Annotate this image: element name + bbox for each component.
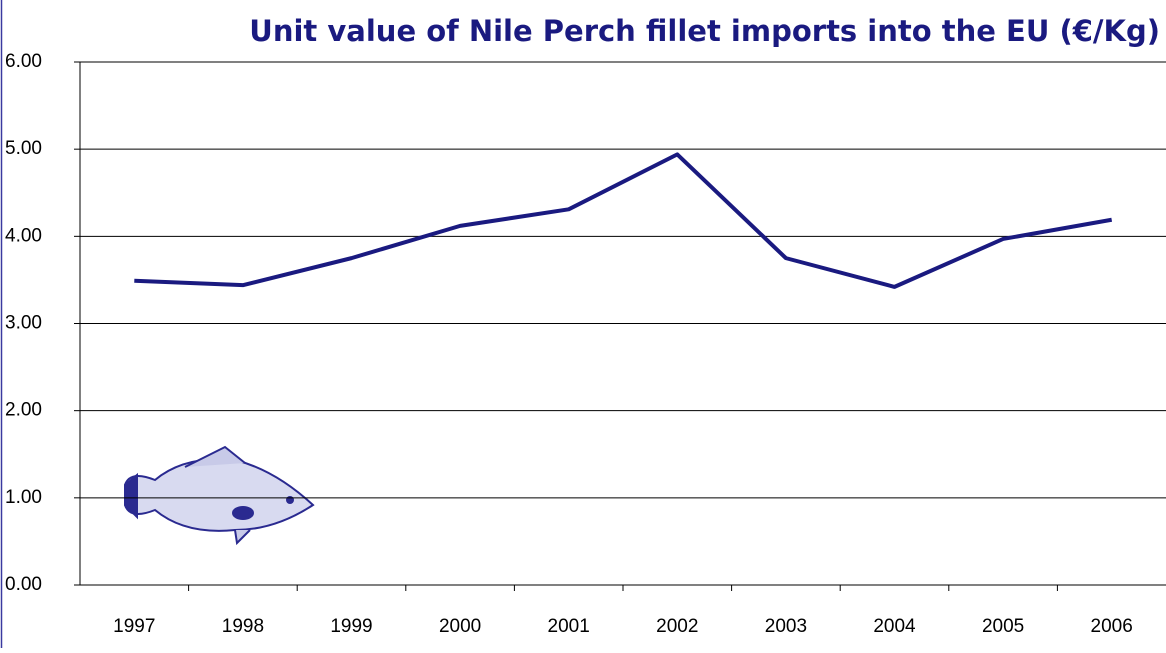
y-tick-label: 3.00 xyxy=(5,313,42,334)
x-tick-label: 2002 xyxy=(656,616,698,637)
y-tick-label: 0.00 xyxy=(5,574,42,595)
y-tick-label: 5.00 xyxy=(5,138,42,159)
y-tick-label: 4.00 xyxy=(5,225,42,246)
x-tick-label: 1999 xyxy=(330,616,372,637)
fish-illustration xyxy=(124,445,315,546)
chart-title: Unit value of Nile Perch fillet imports … xyxy=(249,14,1160,48)
data-line xyxy=(134,152,1113,289)
x-tick-label: 2000 xyxy=(439,616,481,637)
y-tick-label: 1.00 xyxy=(5,487,42,508)
x-tick-label: 1997 xyxy=(113,616,155,637)
y-tick-label: 2.00 xyxy=(5,400,42,421)
x-tick-label: 2001 xyxy=(548,616,590,637)
x-tick-label: 2004 xyxy=(873,616,916,637)
x-tick-label: 2003 xyxy=(765,616,807,637)
x-tick-label: 2006 xyxy=(1091,616,1133,637)
x-tick-label: 2005 xyxy=(982,616,1024,637)
x-tick-label: 1998 xyxy=(222,616,264,637)
y-tick-label: 6.00 xyxy=(5,51,42,72)
